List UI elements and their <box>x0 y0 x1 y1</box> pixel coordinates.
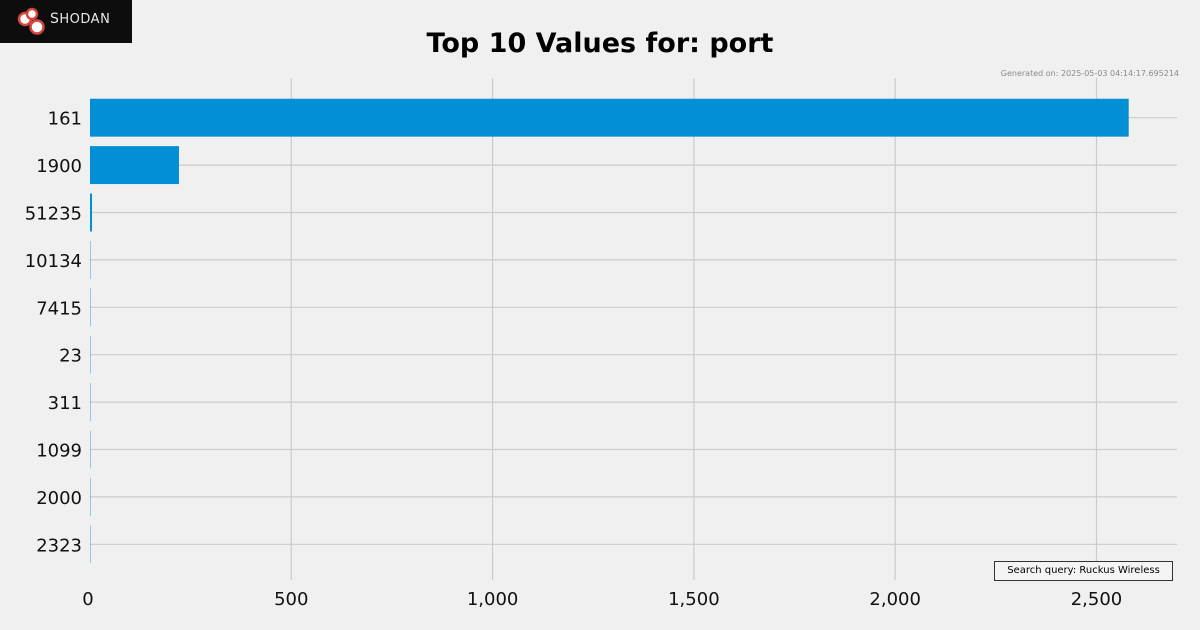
y-tick-label: 51235 <box>25 204 82 225</box>
search-query-label: Search query: Ruckus Wireless <box>994 561 1173 581</box>
y-tick-label: 2323 <box>36 535 82 556</box>
x-tick-label: 0 <box>82 589 93 610</box>
x-tick-label: 500 <box>274 589 308 610</box>
x-tick-label: 1,500 <box>668 589 720 610</box>
shodan-logo: SHODAN <box>0 0 132 43</box>
bars <box>90 98 1129 564</box>
generated-timestamp: Generated on: 2025-05-03 04:14:17.695214 <box>1000 69 1179 78</box>
y-tick-label: 1099 <box>36 441 82 462</box>
y-tick-label: 161 <box>48 109 82 130</box>
y-tick-labels: 161 1900 51235 10134 7415 23 311 1099 2000 2323 <box>25 109 82 557</box>
y-tick-label: 23 <box>59 346 82 367</box>
x-tick-label: 2,000 <box>869 589 921 610</box>
y-tick-label: 311 <box>48 393 82 414</box>
grid-lines <box>90 78 1177 580</box>
y-tick-label: 1900 <box>36 156 82 177</box>
y-tick-label: 2000 <box>36 488 82 509</box>
x-tick-labels: 0 500 1,000 1,500 2,000 2,500 <box>82 589 1122 610</box>
x-tick-label: 1,000 <box>467 589 519 610</box>
bar-port-161 <box>90 98 1129 137</box>
shodan-logo-icon <box>17 7 45 35</box>
y-tick-label: 10134 <box>25 251 82 272</box>
bar-port-1900 <box>90 146 179 185</box>
chart-title: Top 10 Values for: port <box>426 28 774 59</box>
y-tick-label: 7415 <box>36 298 82 319</box>
bar-port-51235 <box>90 193 93 232</box>
x-tick-label: 2,500 <box>1071 589 1123 610</box>
shodan-logo-text: SHODAN <box>50 11 111 27</box>
